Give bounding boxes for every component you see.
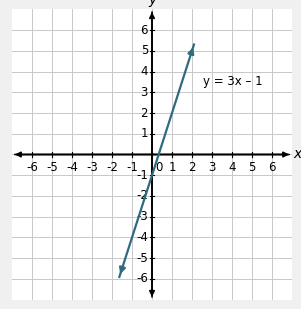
Text: 3: 3 — [141, 86, 148, 99]
Text: -6: -6 — [26, 161, 38, 174]
Text: y: y — [148, 0, 156, 7]
Text: -4: -4 — [136, 231, 148, 244]
Text: y = 3x – 1: y = 3x – 1 — [203, 75, 262, 88]
Text: -5: -5 — [46, 161, 58, 174]
Text: x: x — [293, 147, 301, 162]
Text: 2: 2 — [188, 161, 196, 174]
Text: 5: 5 — [141, 44, 148, 57]
Text: 2: 2 — [141, 107, 148, 120]
Text: -2: -2 — [106, 161, 118, 174]
Text: -5: -5 — [136, 252, 148, 265]
Text: 0: 0 — [155, 161, 162, 174]
Text: -1: -1 — [136, 169, 148, 182]
Text: -6: -6 — [136, 273, 148, 286]
Text: -4: -4 — [66, 161, 78, 174]
Text: 5: 5 — [248, 161, 256, 174]
Text: 1: 1 — [168, 161, 176, 174]
Text: -3: -3 — [86, 161, 98, 174]
Text: 4: 4 — [228, 161, 236, 174]
Text: 6: 6 — [141, 23, 148, 36]
Text: 1: 1 — [141, 127, 148, 140]
Text: 6: 6 — [268, 161, 276, 174]
Text: -2: -2 — [136, 189, 148, 202]
Text: -1: -1 — [126, 161, 138, 174]
Text: 3: 3 — [208, 161, 216, 174]
Text: -3: -3 — [136, 210, 148, 223]
Text: 4: 4 — [141, 65, 148, 78]
